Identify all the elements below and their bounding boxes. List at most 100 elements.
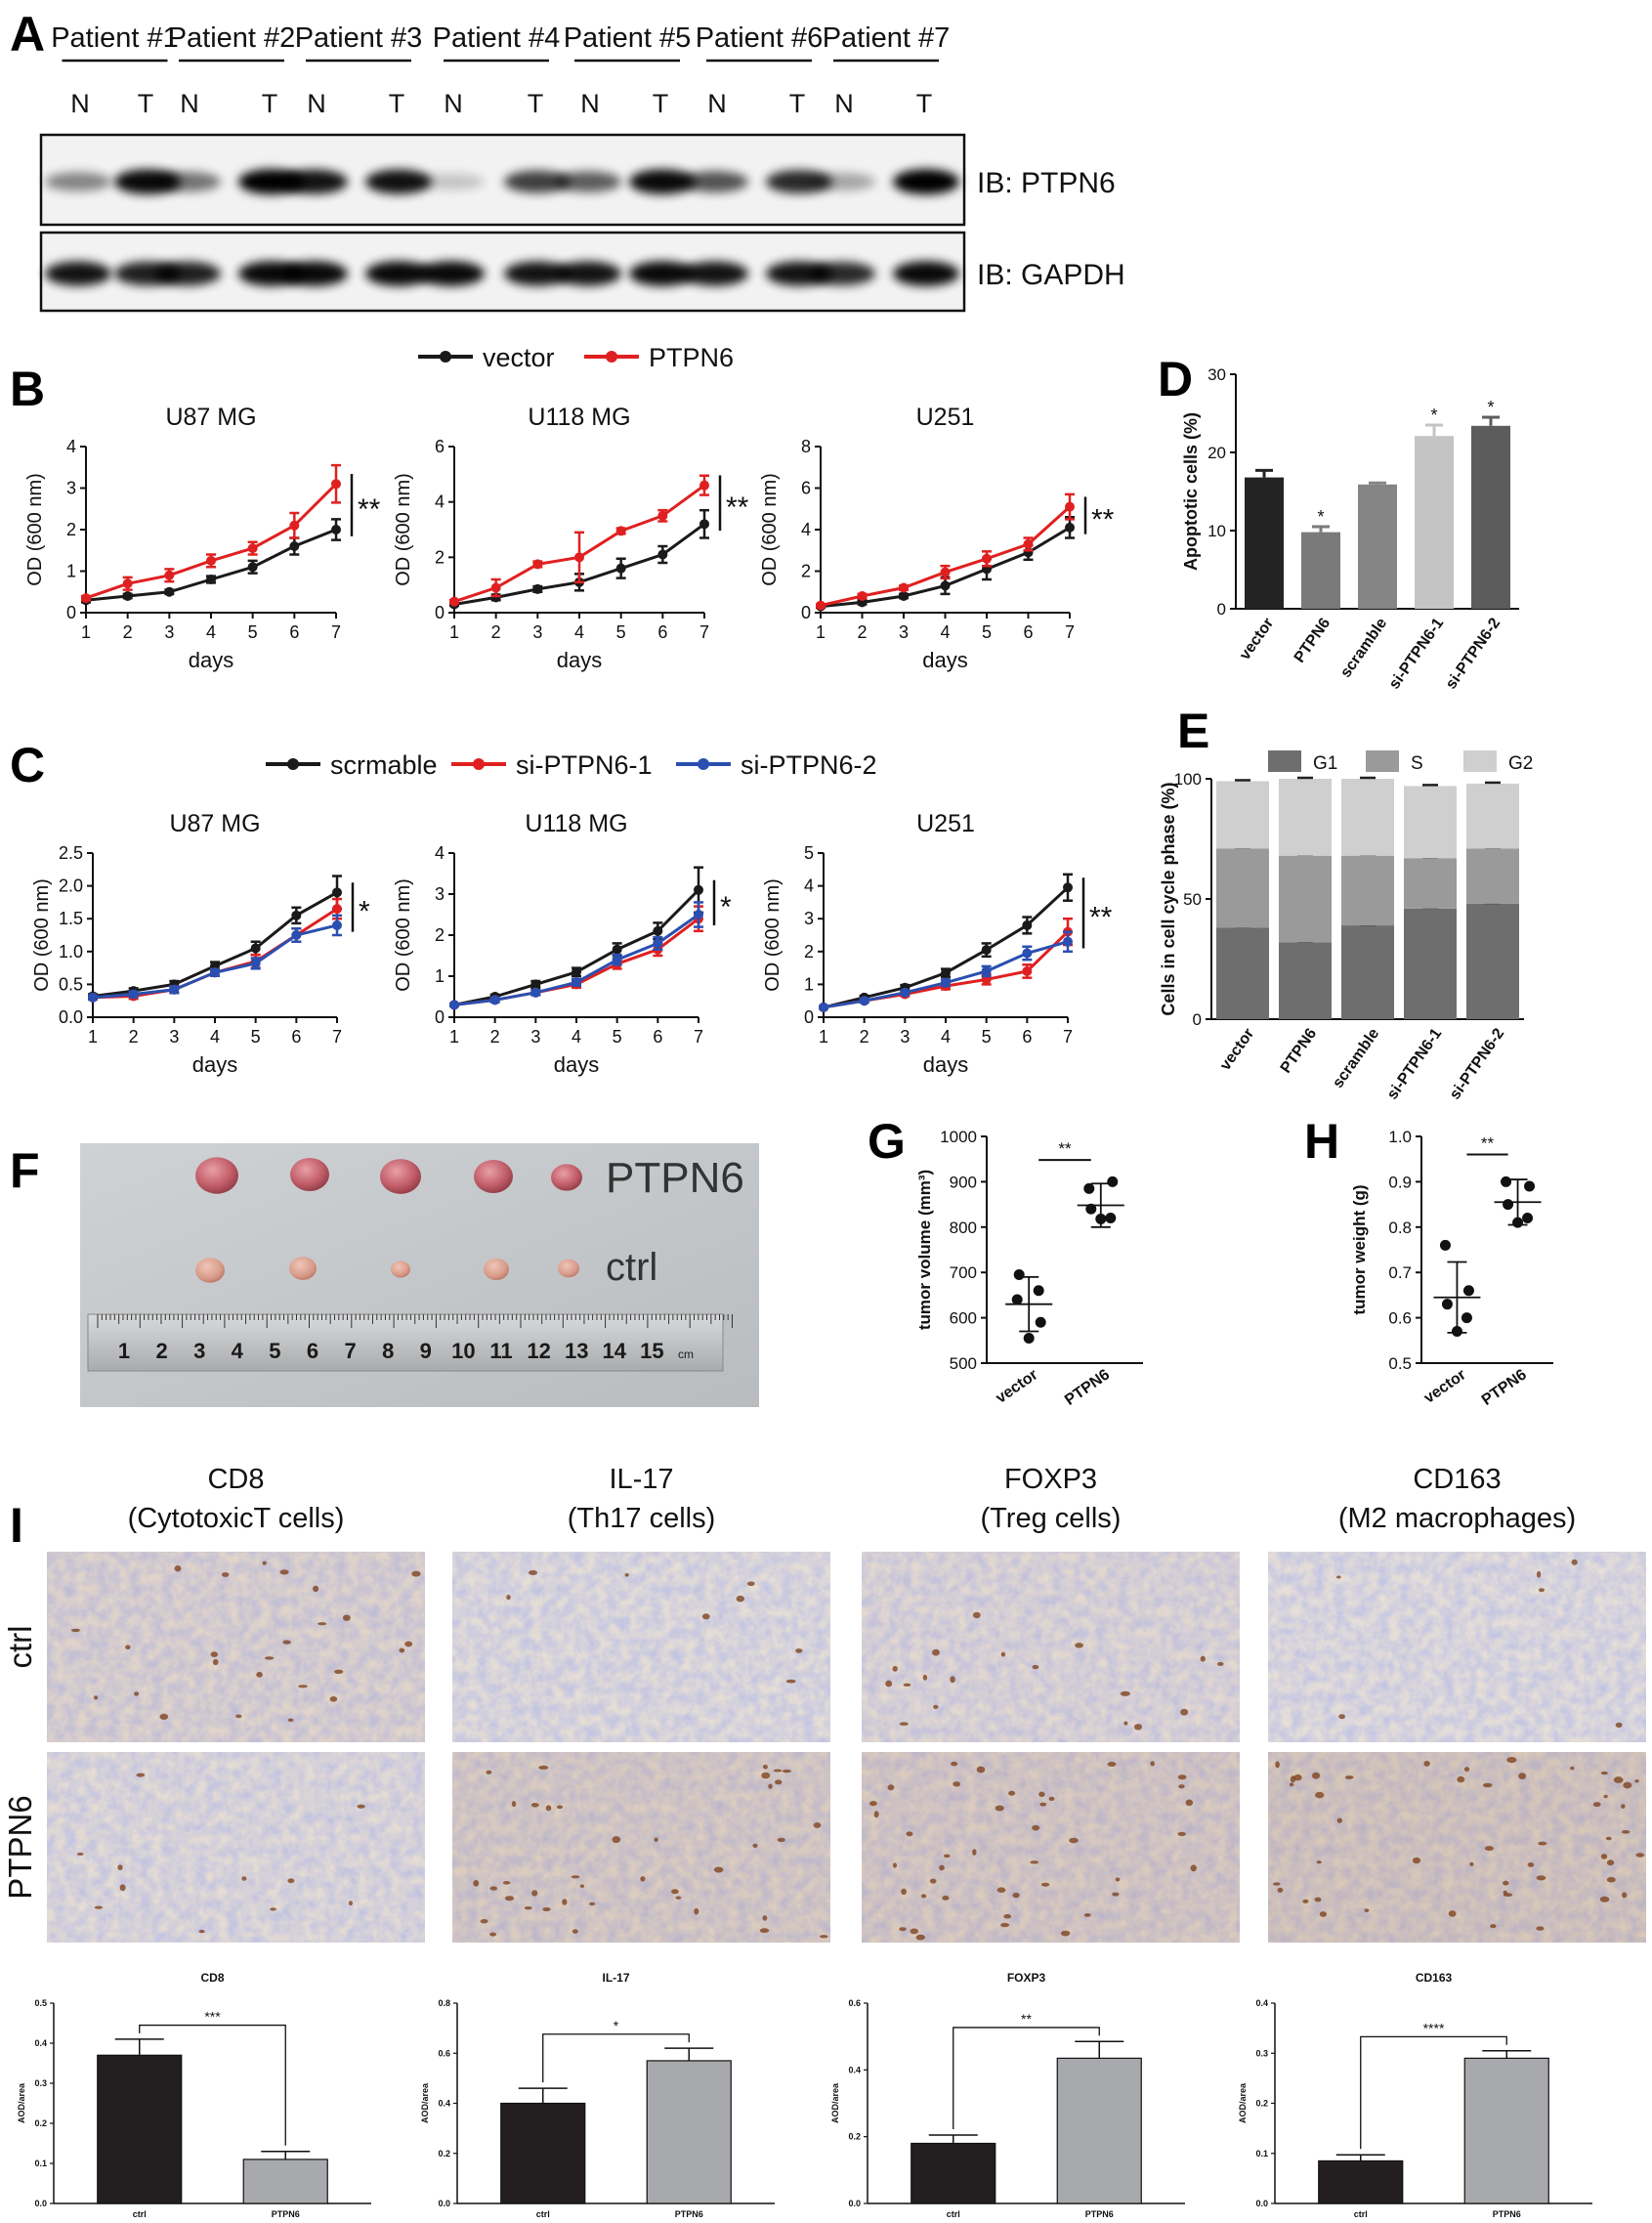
bar <box>1056 2057 1142 2204</box>
ihc-panel: CD8 (CytotoxicT cells) IL-17 (Th17 cells) FO… <box>2 1464 1646 1943</box>
x-tick-label: 6 <box>653 1027 662 1047</box>
ruler-unit: cm <box>678 1347 694 1361</box>
data-point <box>1439 1239 1451 1251</box>
positive-cell <box>761 1772 771 1779</box>
positive-cell <box>282 1640 291 1645</box>
positive-cell <box>270 1907 276 1911</box>
data-point <box>291 910 302 920</box>
x-tick-label: 2 <box>490 1027 500 1047</box>
blot-band <box>418 261 485 286</box>
ihc-stain-tint <box>862 1752 1240 1943</box>
positive-cell <box>1600 1854 1608 1860</box>
x-tick-label: PTPN6 <box>272 2209 300 2219</box>
x-tick-label: 6 <box>291 1027 301 1047</box>
y-tick-label: 0.6 <box>438 2048 450 2058</box>
data-point <box>1085 1203 1097 1215</box>
blot-label: IB: GAPDH <box>977 259 1125 291</box>
data-point <box>1063 882 1073 893</box>
positive-cell <box>910 1928 919 1935</box>
blot-band <box>45 172 111 192</box>
positive-cell <box>480 1919 488 1924</box>
significance-marker: * <box>720 891 732 923</box>
chart-g-tumor-volume: 500 600 700 800 900 1000 tumor volume (mm³) vec… <box>915 1128 1143 1409</box>
legend-entry: G2 <box>1508 753 1533 774</box>
positive-cell <box>1180 1708 1189 1716</box>
positive-cell <box>404 1641 413 1647</box>
positive-cell <box>198 1930 205 1934</box>
positive-cell <box>1293 1774 1302 1781</box>
blot-band <box>555 261 621 286</box>
chart-c-u87mg: U87 MG 0.0 0.5 1.0 1.5 2.0 2.5 1 2 3 4 5 6 7 days OD (6… <box>31 810 370 1077</box>
patient-label: Patient #6 <box>696 22 824 54</box>
y-tick-label: 4 <box>66 437 76 456</box>
bar <box>1471 425 1510 609</box>
x-tick-label: 5 <box>251 1027 261 1047</box>
patient-label: Patient #4 <box>433 22 561 54</box>
positive-cell <box>773 1769 783 1773</box>
y-tick-label: 0.0 <box>59 1007 83 1027</box>
positive-cell <box>972 1849 977 1856</box>
y-axis-label: AOD/area <box>1238 2082 1248 2123</box>
data-point <box>532 559 543 570</box>
ihc-tile-texture <box>47 1552 425 1742</box>
positive-cell <box>119 1884 126 1892</box>
blot-band <box>682 261 748 286</box>
positive-cell <box>1336 1817 1343 1823</box>
y-tick-label: 5 <box>804 843 814 863</box>
positive-cell <box>357 1804 365 1809</box>
x-tick-label: 3 <box>532 622 542 642</box>
positive-cell <box>976 1766 986 1774</box>
bar <box>242 2159 328 2204</box>
significance-marker: ** <box>358 493 381 526</box>
positive-cell <box>929 1878 937 1884</box>
positive-cell <box>915 1934 925 1941</box>
data-point <box>1023 1332 1035 1344</box>
x-tick-label: ctrl <box>1354 2209 1368 2219</box>
x-tick-label: 2 <box>860 1027 869 1047</box>
data-point <box>1022 965 1033 976</box>
positive-cell <box>334 1669 344 1675</box>
ihc-marker-name: CD8 <box>207 1464 264 1495</box>
ihc-stain-tint <box>452 1752 830 1943</box>
positive-cell <box>221 1572 230 1577</box>
ihc-tile-texture <box>862 1752 1240 1943</box>
data-point <box>899 582 909 593</box>
positive-cell <box>795 1648 803 1653</box>
data-point <box>657 549 668 560</box>
positive-cell <box>819 1935 828 1939</box>
bar <box>97 2054 183 2204</box>
x-tick-label: ctrl <box>133 2209 147 2219</box>
y-tick-label: 0.4 <box>848 2065 861 2074</box>
positive-cell <box>777 1837 785 1843</box>
positive-cell <box>1527 1862 1535 1867</box>
y-tick-label: 2.5 <box>59 843 83 863</box>
stacked-segment <box>1216 848 1269 928</box>
bar <box>1463 2057 1549 2204</box>
blot-band <box>809 262 875 285</box>
stacked-segment <box>1341 925 1394 1019</box>
lane-label-n: N <box>70 89 90 118</box>
blot-band <box>893 169 959 194</box>
x-tick-label: 4 <box>941 1027 951 1047</box>
ruler-number: 13 <box>565 1339 588 1363</box>
data-point <box>1063 936 1073 947</box>
positive-cell <box>1115 1877 1121 1882</box>
data-point <box>1065 522 1075 533</box>
y-tick-label: 0.2 <box>34 2118 47 2128</box>
legend-marker <box>473 758 485 770</box>
data-point <box>449 1000 459 1010</box>
positive-cell <box>782 1769 792 1774</box>
data-point <box>88 992 98 1003</box>
positive-cell <box>752 1843 758 1848</box>
y-tick-label: 0.4 <box>438 2099 450 2109</box>
y-tick-label: 2 <box>66 520 76 539</box>
positive-cell <box>1060 1930 1071 1937</box>
y-axis-label: Apoptotic cells (%) <box>1181 412 1201 571</box>
positive-cell <box>746 1581 755 1587</box>
ruler-number: 5 <box>269 1339 280 1363</box>
data-point <box>1524 1180 1536 1192</box>
x-tick-label: PTPN6 <box>1479 1366 1530 1409</box>
significance-marker: *** <box>204 2009 221 2025</box>
legend-swatch <box>1463 750 1497 772</box>
y-tick-label: 0 <box>801 603 811 622</box>
